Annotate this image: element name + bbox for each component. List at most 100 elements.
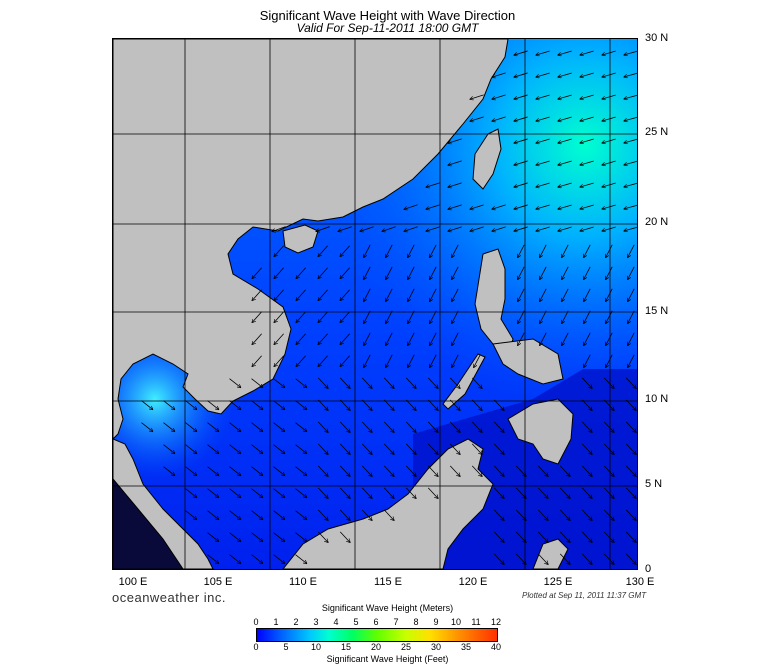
- lon-label-130e: 130 E: [625, 576, 655, 588]
- wave-direction-arrow: [536, 94, 550, 99]
- wave-direction-arrow: [514, 226, 528, 231]
- legend-meter-tick: 2: [293, 617, 299, 627]
- wave-direction-arrow: [603, 421, 614, 432]
- wave-direction-arrow: [624, 50, 637, 55]
- wave-direction-arrow: [274, 333, 284, 344]
- wave-direction-arrow: [581, 509, 592, 520]
- wave-direction-arrow: [185, 510, 197, 520]
- wave-direction-arrow: [625, 377, 636, 388]
- wave-direction-arrow: [361, 421, 372, 432]
- wave-direction-arrow: [452, 266, 459, 279]
- wave-direction-arrow: [492, 226, 506, 231]
- wave-direction-arrow: [251, 444, 263, 454]
- wave-direction-arrow: [360, 226, 374, 232]
- wave-direction-arrow: [603, 487, 614, 498]
- wave-direction-arrow: [229, 488, 241, 498]
- wave-direction-arrow: [274, 267, 284, 278]
- map-title: Significant Wave Height with Wave Direct…: [259, 8, 516, 23]
- wave-direction-arrow: [296, 289, 306, 300]
- legend-meter-tick: 8: [413, 617, 419, 627]
- wave-direction-arrow: [361, 443, 372, 454]
- wave-direction-arrow: [317, 443, 328, 454]
- legend-color-bar: [256, 628, 498, 642]
- lat-label-25n: 25 N: [645, 126, 669, 138]
- wave-direction-arrow: [628, 288, 635, 301]
- wave-direction-arrow: [603, 399, 614, 410]
- wave-direction-arrow: [317, 465, 328, 476]
- legend-feet-tick: 25: [400, 642, 411, 652]
- lon-label-120e: 120 E: [458, 576, 488, 588]
- wave-direction-arrow: [427, 443, 438, 454]
- wave-direction-arrow: [383, 377, 394, 388]
- wave-direction-arrow: [581, 465, 592, 476]
- wave-direction-arrow: [514, 72, 528, 77]
- wave-direction-arrow: [448, 138, 462, 143]
- wave-direction-arrow: [427, 377, 438, 388]
- wave-direction-arrow: [383, 443, 394, 454]
- wave-direction-arrow: [562, 244, 569, 257]
- lat-label-15n: 15 N: [645, 305, 669, 317]
- lon-label-125e: 125 E: [543, 576, 573, 588]
- wave-direction-arrow: [581, 553, 592, 564]
- wave-direction-arrow: [185, 488, 197, 498]
- wave-direction-arrow: [580, 182, 594, 187]
- wave-direction-arrow: [273, 378, 285, 388]
- wave-direction-arrow: [317, 399, 328, 410]
- wave-direction-arrow: [448, 204, 462, 209]
- wave-direction-arrow: [452, 244, 459, 257]
- wave-direction-arrow: [514, 182, 528, 187]
- wave-direction-arrow: [252, 267, 262, 278]
- wave-direction-arrow: [383, 465, 394, 476]
- wave-direction-arrow: [383, 399, 394, 410]
- wave-direction-arrow: [537, 487, 548, 498]
- wave-direction-arrow: [340, 355, 350, 366]
- wave-direction-arrow: [628, 332, 635, 345]
- wave-direction-arrow: [405, 399, 416, 410]
- wave-direction-arrow: [562, 332, 569, 345]
- wave-direction-arrow: [518, 244, 525, 257]
- wave-direction-arrow: [493, 399, 504, 410]
- wave-direction-arrow: [628, 266, 635, 279]
- wave-direction-arrow: [559, 487, 570, 498]
- wave-direction-arrow: [625, 399, 636, 410]
- wave-direction-arrow: [580, 138, 594, 143]
- wave-direction-arrow: [558, 160, 572, 165]
- wave-direction-arrow: [558, 50, 572, 55]
- wave-direction-arrow: [364, 332, 371, 345]
- wave-direction-arrow: [317, 509, 328, 520]
- wave-direction-arrow: [229, 532, 241, 542]
- wave-direction-arrow: [163, 400, 175, 410]
- wave-direction-arrow: [540, 266, 547, 279]
- wave-direction-arrow: [361, 399, 372, 410]
- wave-direction-arrow: [408, 332, 415, 345]
- legend-meter-tick: 10: [450, 617, 461, 627]
- wave-direction-arrow: [430, 244, 437, 257]
- oceanweather-logo: oceanweather inc.: [112, 590, 227, 605]
- wave-direction-arrow: [229, 400, 241, 410]
- wave-direction-arrow: [361, 487, 372, 498]
- legend-feet-tick: 35: [460, 642, 471, 652]
- wave-direction-arrow: [295, 400, 307, 410]
- wave-direction-arrow: [492, 94, 506, 99]
- wave-direction-arrow: [318, 245, 328, 256]
- wave-direction-arrow: [624, 138, 637, 143]
- wave-direction-arrow: [514, 116, 528, 121]
- wave-direction-arrow: [405, 377, 416, 388]
- wave-direction-arrow: [471, 465, 482, 476]
- wave-direction-arrow: [493, 531, 504, 542]
- wave-direction-arrow: [295, 532, 307, 542]
- wave-direction-arrow: [251, 400, 263, 410]
- wave-direction-arrow: [603, 531, 614, 542]
- wave-direction-arrow: [448, 182, 462, 187]
- wave-direction-arrow: [624, 160, 637, 165]
- lat-label-10n: 10 N: [645, 393, 669, 405]
- wave-direction-arrow: [339, 399, 350, 410]
- wave-direction-arrows: [141, 50, 637, 564]
- wave-direction-arrow: [295, 378, 307, 388]
- wave-direction-arrow: [361, 465, 372, 476]
- wave-direction-arrow: [386, 288, 393, 301]
- wave-direction-arrow: [426, 182, 440, 187]
- wave-direction-arrow: [427, 487, 438, 498]
- philippines-mindanao: [507, 398, 574, 465]
- wave-direction-arrow: [581, 443, 592, 454]
